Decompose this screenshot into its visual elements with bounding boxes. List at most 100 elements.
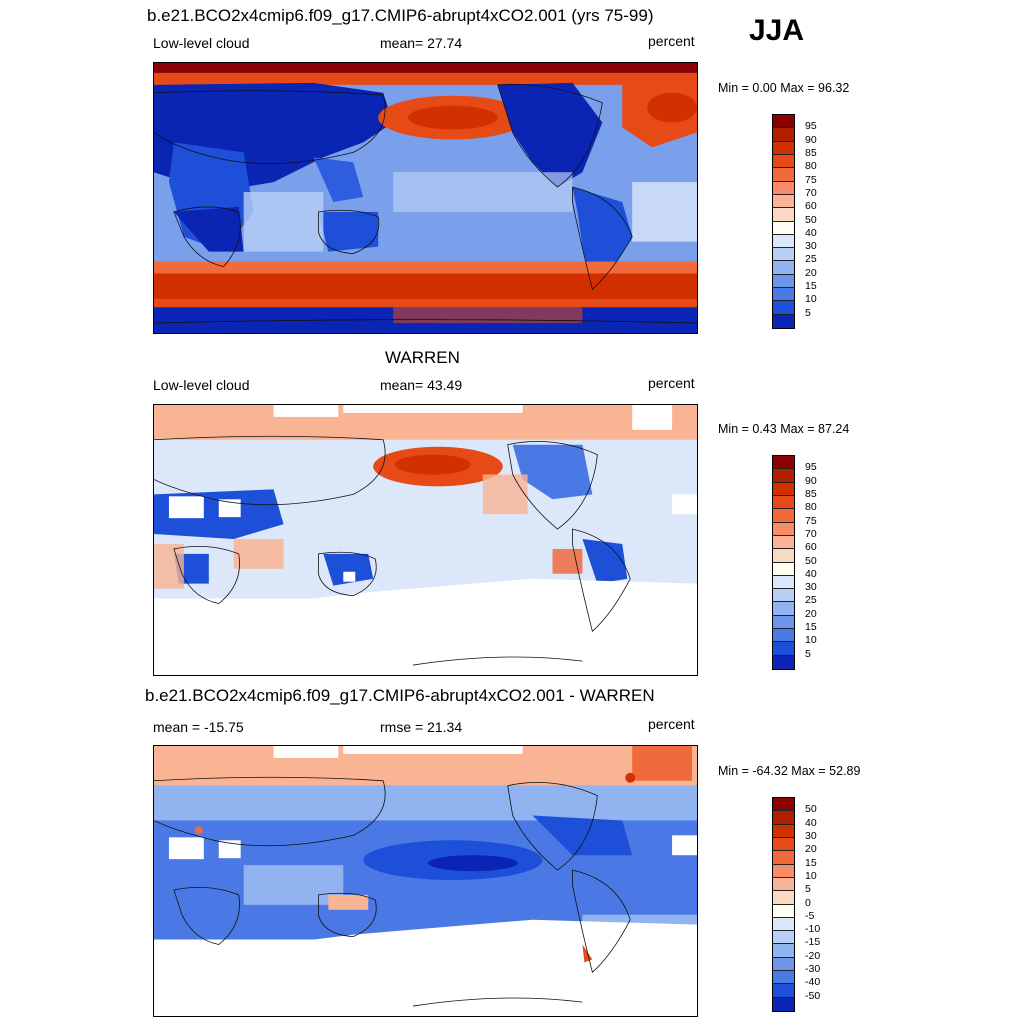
- panel-2-minmax-label: Min = 0.43 Max = 87.24: [718, 422, 850, 436]
- panel-1-minmax-label: Min = 0.00 Max = 96.32: [718, 81, 850, 95]
- colorbar-swatch: [773, 811, 794, 825]
- colorbar-swatch: [773, 535, 794, 550]
- panel-2-units-label: percent: [648, 375, 695, 391]
- panel-3-mean-label: mean = -15.75: [153, 719, 244, 735]
- colorbar-swatch: [773, 971, 794, 985]
- colorbar-swatch: [773, 234, 794, 249]
- colorbar-swatch: [773, 891, 794, 905]
- colorbar-swatch: [773, 288, 794, 302]
- colorbar-swatch: [773, 141, 794, 155]
- colorbar-tick-label: -40: [805, 976, 821, 989]
- colorbar-tick-label: 25: [805, 253, 817, 266]
- colorbar-tick-label: 20: [805, 266, 817, 279]
- panel-3-minmax-label: Min = -64.32 Max = 52.89: [718, 764, 861, 778]
- colorbar-swatch: [773, 824, 794, 838]
- colorbar-swatch: [773, 837, 794, 852]
- colorbar-tick-label: 70: [805, 186, 817, 199]
- colorbar-swatch: [773, 984, 794, 998]
- colorbar-swatch: [773, 904, 794, 918]
- colorbar-tick-label: 70: [805, 527, 817, 540]
- colorbar-tick-label: 30: [805, 240, 817, 253]
- colorbar-tick-label: 80: [805, 501, 817, 514]
- colorbar-swatch: [773, 615, 794, 630]
- colorbar-tick-label: 0: [805, 896, 811, 909]
- colorbar-tick-label: 25: [805, 594, 817, 607]
- panel-2-title: WARREN: [385, 348, 460, 367]
- colorbar-swatch: [773, 549, 794, 563]
- colorbar-swatch: [773, 642, 794, 656]
- colorbar-tick-label: 30: [805, 829, 817, 842]
- panel-2-variable-label: Low-level cloud: [153, 377, 250, 393]
- colorbar-swatch: [773, 864, 794, 878]
- colorbar-swatch: [773, 168, 794, 182]
- panel-2-colorbar: [772, 455, 795, 670]
- colorbar-tick-label: 10: [805, 634, 817, 647]
- colorbar-tick-label: 50: [805, 803, 817, 816]
- colorbar-tick-label: 5: [805, 647, 811, 660]
- colorbar-tick-label: -5: [805, 909, 815, 922]
- panel-3-title: b.e21.BCO2x4cmip6.f09_g17.CMIP6-abrupt4x…: [145, 686, 655, 705]
- colorbar-tick-label: 15: [805, 280, 817, 293]
- colorbar-swatch: [773, 469, 794, 483]
- colorbar-swatch: [773, 128, 794, 142]
- colorbar-swatch: [773, 208, 794, 222]
- colorbar-swatch: [773, 944, 794, 958]
- colorbar-swatch: [773, 575, 794, 590]
- colorbar-swatch: [773, 154, 794, 169]
- colorbar-swatch: [773, 248, 794, 262]
- colorbar-swatch: [773, 655, 794, 669]
- colorbar-swatch: [773, 917, 794, 932]
- colorbar-swatch: [773, 589, 794, 603]
- colorbar-tick-label: 80: [805, 160, 817, 173]
- colorbar-tick-label: 10: [805, 293, 817, 306]
- colorbar-swatch: [773, 957, 794, 972]
- panel-1-units-label: percent: [648, 33, 695, 49]
- colorbar-swatch: [773, 261, 794, 275]
- panel-3-map: [153, 745, 698, 1017]
- colorbar-tick-label: -15: [805, 936, 821, 949]
- panel-1-colorbar: [772, 114, 795, 329]
- colorbar-tick-label: 5: [805, 883, 811, 896]
- colorbar-swatch: [773, 997, 794, 1011]
- colorbar-tick-label: 40: [805, 226, 817, 239]
- colorbar-swatch: [773, 456, 794, 470]
- panel-1-variable-label: Low-level cloud: [153, 35, 250, 51]
- colorbar-tick-label: 30: [805, 581, 817, 594]
- colorbar-tick-label: 90: [805, 133, 817, 146]
- colorbar-swatch: [773, 602, 794, 616]
- panel-2-map: [153, 404, 698, 676]
- panel-1-map: [153, 62, 698, 334]
- colorbar-tick-label: 95: [805, 461, 817, 474]
- panel-3-rmse-label: rmse = 21.34: [380, 719, 463, 735]
- colorbar-tick-label: 5: [805, 306, 811, 319]
- colorbar-swatch: [773, 314, 794, 328]
- colorbar-tick-label: 10: [805, 869, 817, 882]
- colorbar-swatch: [773, 562, 794, 576]
- colorbar-tick-label: 20: [805, 607, 817, 620]
- panel-3-colorbar: [772, 797, 795, 1012]
- panel-3-units-label: percent: [648, 716, 695, 732]
- colorbar-tick-label: 95: [805, 120, 817, 133]
- colorbar-tick-label: 85: [805, 146, 817, 159]
- panel-2-mean-label: mean= 43.49: [380, 377, 463, 393]
- colorbar-tick-label: 15: [805, 621, 817, 634]
- colorbar-swatch: [773, 115, 794, 129]
- colorbar-swatch: [773, 522, 794, 536]
- colorbar-tick-label: -20: [805, 949, 821, 962]
- colorbar-tick-label: 85: [805, 487, 817, 500]
- panel-1-mean-label: mean= 27.74: [380, 35, 463, 51]
- colorbar-tick-label: 75: [805, 173, 817, 186]
- colorbar-tick-label: 50: [805, 213, 817, 226]
- colorbar-tick-label: 90: [805, 474, 817, 487]
- colorbar-swatch: [773, 798, 794, 812]
- colorbar-tick-label: 15: [805, 856, 817, 869]
- colorbar-tick-label: -30: [805, 963, 821, 976]
- colorbar-tick-label: -50: [805, 989, 821, 1002]
- colorbar-tick-label: 50: [805, 554, 817, 567]
- colorbar-tick-label: 40: [805, 567, 817, 580]
- colorbar-tick-label: 75: [805, 514, 817, 527]
- colorbar-swatch: [773, 482, 794, 496]
- colorbar-tick-label: 60: [805, 541, 817, 554]
- colorbar-swatch: [773, 509, 794, 523]
- colorbar-swatch: [773, 194, 794, 209]
